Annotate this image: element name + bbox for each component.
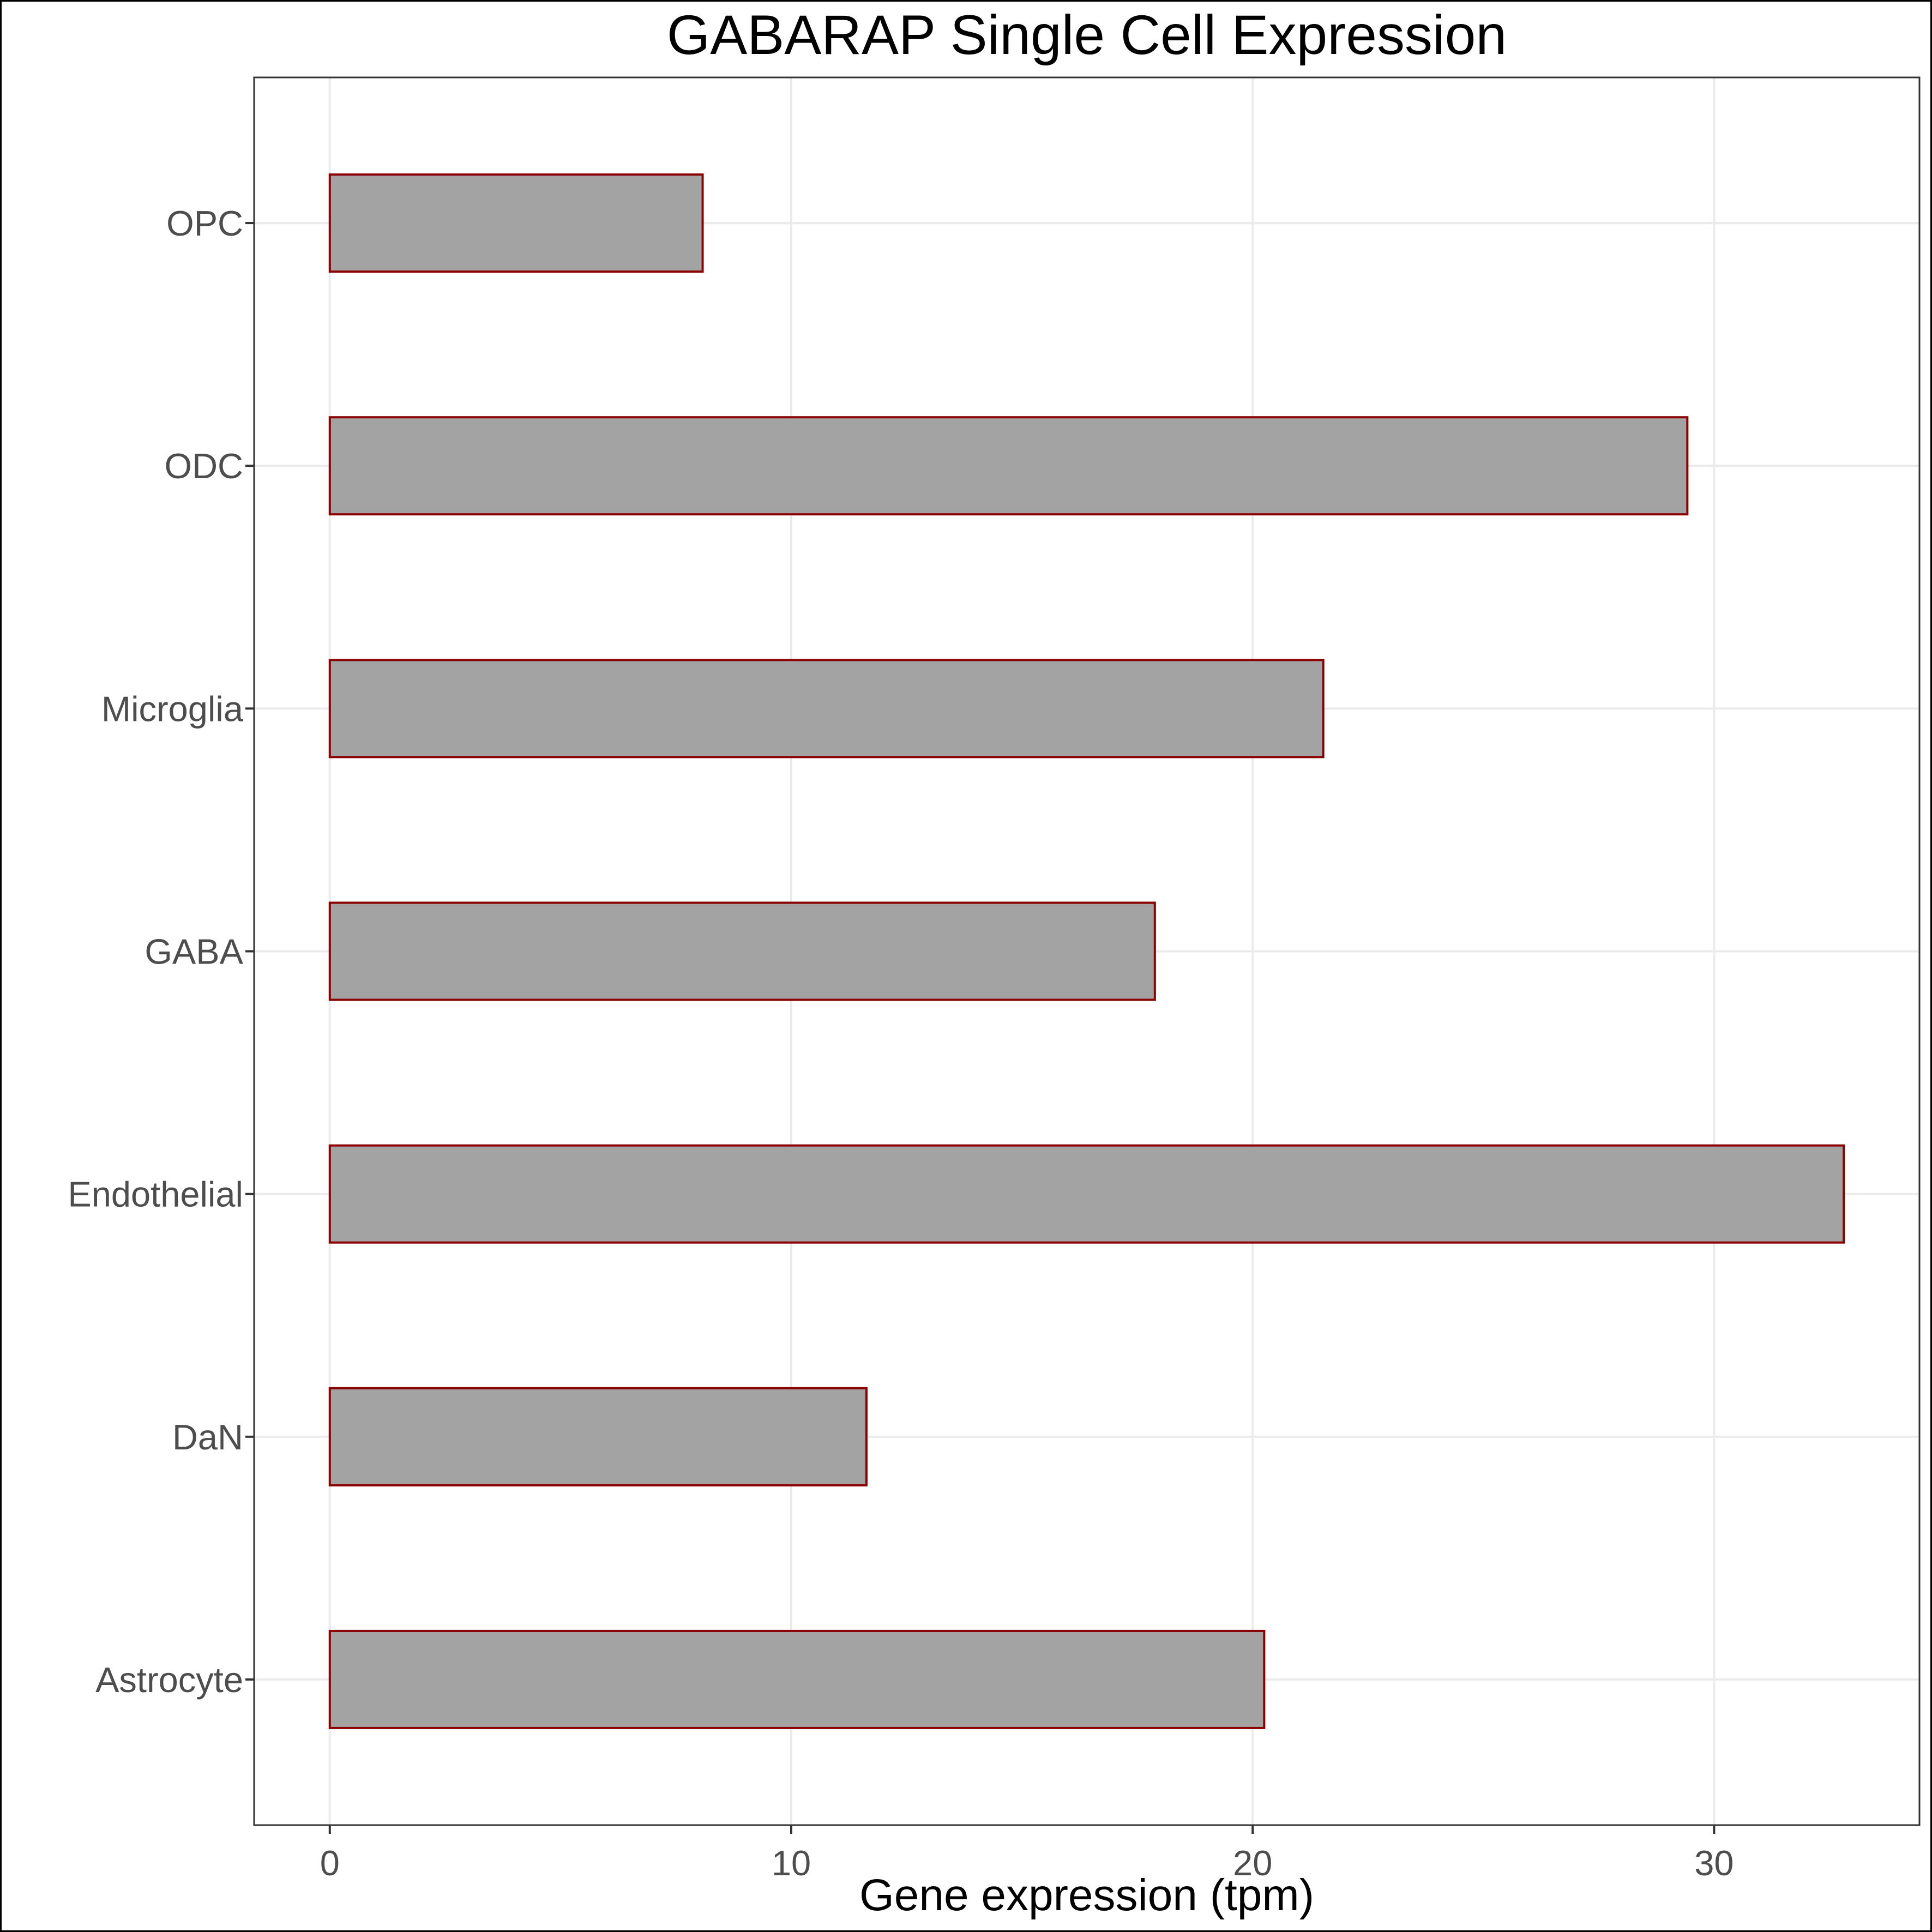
bar-endothelial [328,1144,1845,1244]
y-tick-label-endothelial: Endothelial [68,1175,243,1214]
bars [328,173,1845,1729]
x-tick-label: 20 [1233,1843,1272,1883]
chart-title: GABARAP Single Cell Expression [667,4,1507,66]
bar-odc [328,416,1689,516]
bar-astrocyte [328,1629,1266,1729]
y-tick-label-microglia: Microglia [101,689,244,729]
x-tick-label: 10 [772,1843,811,1883]
y-tick-label-astrocyte: Astrocyte [95,1660,243,1700]
x-tick-label: 30 [1694,1843,1734,1883]
x-axis-title: Gene expression (tpm) [859,1870,1314,1920]
bar-dan [328,1387,868,1486]
bar-gaba [328,901,1156,1001]
axis-ticks: 0 10 20 30 Astrocyte DaN Endothelial GABA Microg… [68,203,1734,1883]
y-tick-label-gaba: GABA [145,932,243,972]
y-tick-label-opc: OPC [166,203,243,243]
y-tick-label-dan: DaN [172,1417,243,1457]
bar-microglia [328,659,1325,759]
y-tick-label-odc: ODC [165,446,243,486]
bar-opc [328,173,704,273]
x-tick-label: 0 [320,1843,340,1883]
